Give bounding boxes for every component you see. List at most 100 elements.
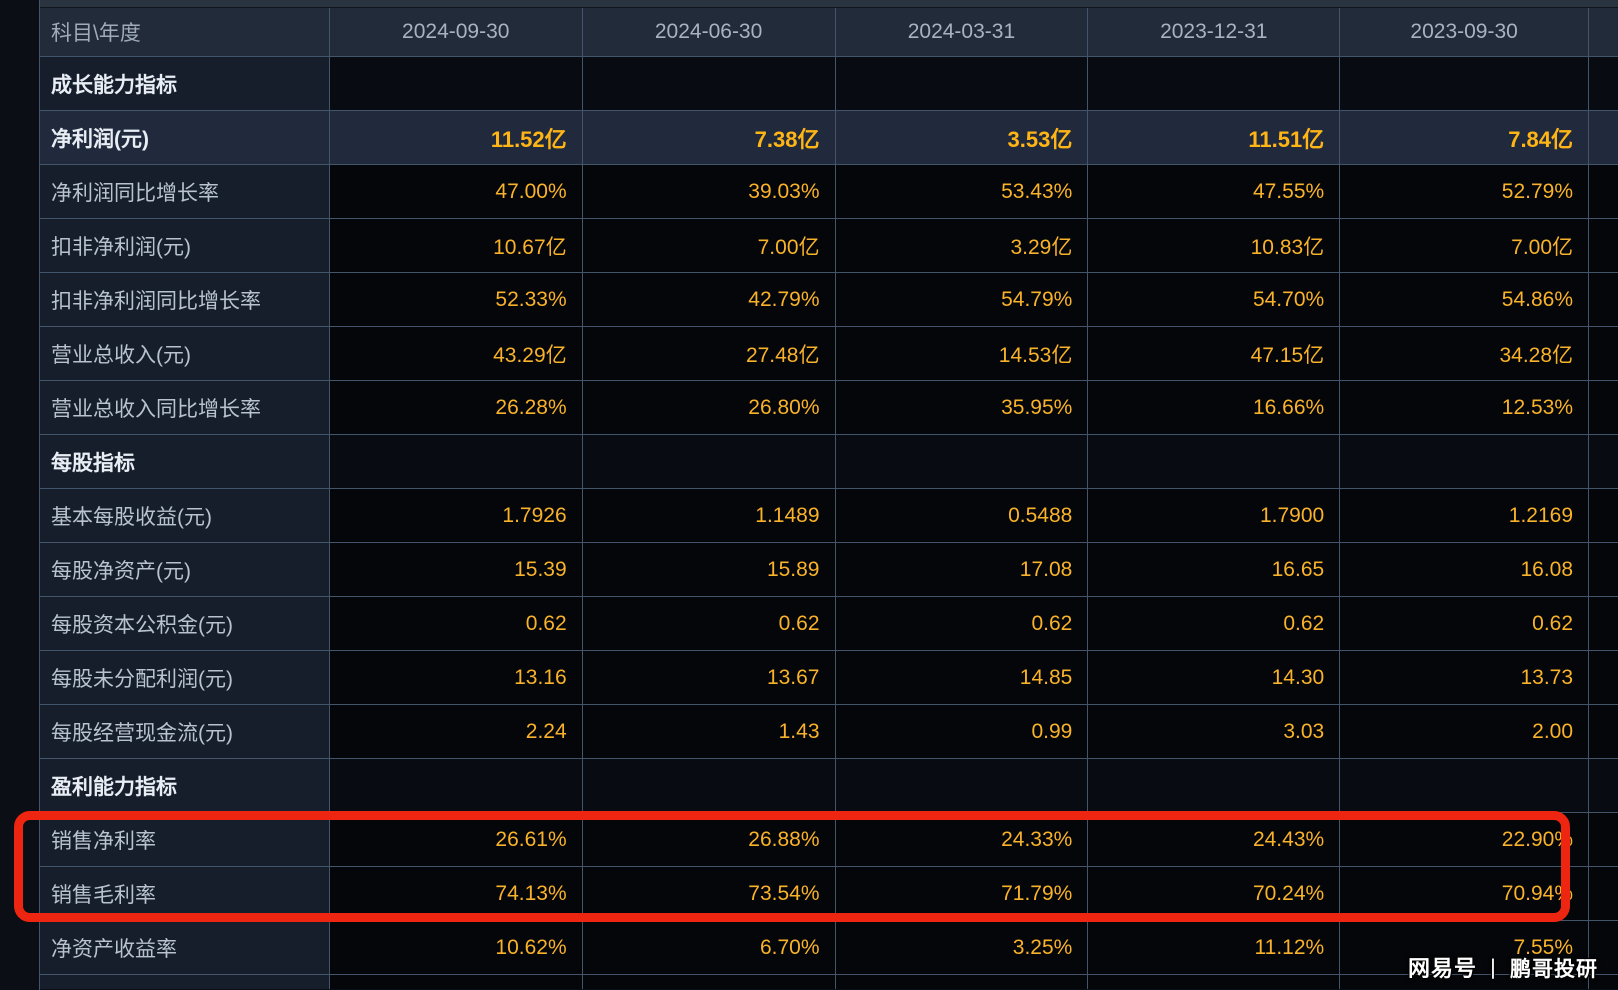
value-cell: 10.67亿	[329, 219, 583, 273]
value-cell	[1088, 435, 1341, 489]
value-cell: 15.89	[582, 543, 836, 597]
row-label-cell: 成长能力指标	[40, 57, 330, 111]
overflow-cell	[1589, 111, 1618, 165]
table-row: 销售毛利率 74.13% 73.54% 71.79% 70.24% 70.94%	[40, 867, 1618, 921]
table-row: 扣非净利润同比增长率 52.33% 42.79% 54.79% 54.70% 54.86%	[40, 273, 1618, 327]
row-label-cell: 营业总收入同比增长率	[40, 381, 330, 435]
value-cell: 7.38亿	[582, 111, 836, 165]
value-cell: 10.83亿	[1088, 219, 1341, 273]
table-row: 净利润(元) 11.52亿 7.38亿 3.53亿 11.51亿 7.84亿	[40, 111, 1618, 165]
value-cell: 47.15亿	[1088, 327, 1341, 381]
row-label-cell: 净资产收益率	[40, 921, 330, 975]
value-cell: 0.99	[835, 705, 1089, 759]
overflow-cell	[1589, 327, 1618, 381]
value-cell: 34.28亿	[1340, 327, 1590, 381]
value-cell: 13.73	[1340, 651, 1590, 705]
value-cell	[835, 435, 1089, 489]
overflow-cell	[1589, 597, 1618, 651]
value-cell: 26.88%	[582, 813, 836, 867]
value-cell	[582, 975, 836, 989]
value-cell	[1088, 57, 1341, 111]
value-cell	[1340, 435, 1590, 489]
column-header-date: 2024-09-30	[329, 8, 583, 57]
row-label-cell: 净利润同比增长率	[40, 165, 330, 219]
value-cell: 54.70%	[1088, 273, 1341, 327]
overflow-cell	[1589, 57, 1618, 111]
table-row: 盈利能力指标	[40, 759, 1618, 813]
table-row: 扣非净利润(元) 10.67亿 7.00亿 3.29亿 10.83亿 7.00亿	[40, 219, 1618, 273]
value-cell	[582, 759, 836, 813]
value-cell: 17.08	[835, 543, 1089, 597]
value-cell: 35.95%	[835, 381, 1089, 435]
financial-indicators-table: 科目\年度 2024-09-30 2024-06-30 2024-03-31 2023-…	[39, 0, 1618, 990]
row-label-cell: 净利润(元)	[40, 111, 330, 165]
column-header-date: 2023-12-31	[1088, 8, 1341, 57]
table-row: 每股指标	[40, 435, 1618, 489]
value-cell: 26.80%	[582, 381, 836, 435]
value-cell: 70.24%	[1088, 867, 1341, 921]
table-row: 每股未分配利润(元) 13.16 13.67 14.85 14.30 13.73	[40, 651, 1618, 705]
value-cell	[582, 57, 836, 111]
value-cell	[329, 57, 583, 111]
table-row-clipped	[40, 975, 1618, 989]
row-label-cell: 盈利能力指标	[40, 759, 330, 813]
corner-header: 科目\年度	[40, 8, 330, 57]
value-cell	[835, 759, 1089, 813]
overflow-cell	[1589, 165, 1618, 219]
value-cell: 1.1489	[582, 489, 836, 543]
value-cell: 13.16	[329, 651, 583, 705]
value-cell	[835, 975, 1089, 989]
overflow-cell	[1589, 921, 1618, 975]
value-cell: 2.24	[329, 705, 583, 759]
value-cell	[582, 435, 836, 489]
value-cell: 16.65	[1088, 543, 1341, 597]
value-cell: 24.43%	[1088, 813, 1341, 867]
overflow-cell	[1589, 381, 1618, 435]
watermark-separator: 丨	[1481, 957, 1505, 982]
value-cell: 11.52亿	[329, 111, 583, 165]
value-cell: 47.55%	[1088, 165, 1341, 219]
overflow-cell	[1589, 975, 1618, 989]
value-cell: 7.84亿	[1340, 111, 1590, 165]
value-cell: 3.53亿	[835, 111, 1089, 165]
value-cell: 2.00	[1340, 705, 1590, 759]
value-cell: 73.54%	[582, 867, 836, 921]
value-cell: 27.48亿	[582, 327, 836, 381]
value-cell: 13.67	[582, 651, 836, 705]
row-label-cell: 每股未分配利润(元)	[40, 651, 330, 705]
table-row: 成长能力指标	[40, 57, 1618, 111]
value-cell: 10.62%	[329, 921, 583, 975]
value-cell: 52.33%	[329, 273, 583, 327]
table-row: 基本每股收益(元) 1.7926 1.1489 0.5488 1.7900 1.2169	[40, 489, 1618, 543]
table-row: 净资产收益率 10.62% 6.70% 3.25% 11.12% 7.55%	[40, 921, 1618, 975]
value-cell: 52.79%	[1340, 165, 1590, 219]
watermark-author: 鹏哥投研	[1510, 958, 1598, 981]
overflow-cell	[1589, 435, 1618, 489]
table-row: 营业总收入同比增长率 26.28% 26.80% 35.95% 16.66% 12.53%	[40, 381, 1618, 435]
overflow-cell	[1589, 273, 1618, 327]
overflow-cell	[1589, 759, 1618, 813]
row-label-cell: 营业总收入(元)	[40, 327, 330, 381]
overflow-cell	[1589, 705, 1618, 759]
value-cell	[329, 435, 583, 489]
value-cell: 0.62	[835, 597, 1089, 651]
row-label-cell	[40, 975, 330, 989]
value-cell: 42.79%	[582, 273, 836, 327]
value-cell	[329, 759, 583, 813]
column-header-overflow	[1589, 8, 1618, 57]
overflow-cell	[1589, 489, 1618, 543]
table-row: 销售净利率 26.61% 26.88% 24.33% 24.43% 22.90%	[40, 813, 1618, 867]
value-cell	[1340, 975, 1590, 989]
table-header-row: 科目\年度 2024-09-30 2024-06-30 2024-03-31 2023-…	[40, 8, 1618, 57]
row-label-cell: 扣非净利润(元)	[40, 219, 330, 273]
value-cell: 53.43%	[835, 165, 1089, 219]
row-label-cell: 每股资本公积金(元)	[40, 597, 330, 651]
value-cell: 54.79%	[835, 273, 1089, 327]
overflow-cell	[1589, 813, 1618, 867]
value-cell: 24.33%	[835, 813, 1089, 867]
value-cell	[1088, 975, 1341, 989]
row-label-cell: 基本每股收益(元)	[40, 489, 330, 543]
value-cell: 71.79%	[835, 867, 1089, 921]
row-label-cell: 扣非净利润同比增长率	[40, 273, 330, 327]
